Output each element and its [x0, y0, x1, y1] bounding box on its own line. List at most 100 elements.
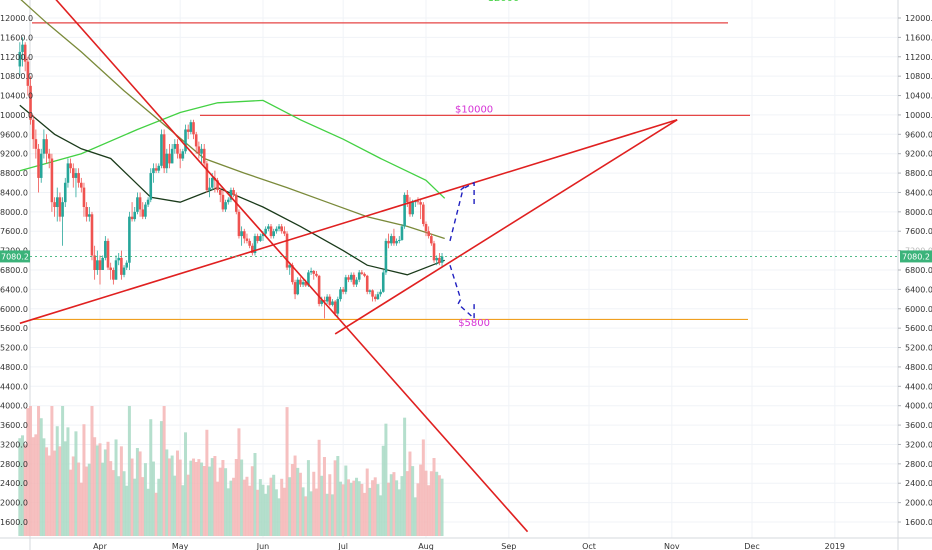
- left-price-tick-label: 2400.0: [0, 479, 28, 488]
- volume-bar: [159, 421, 163, 536]
- volume-bar: [23, 444, 27, 536]
- volume-bar: [146, 488, 150, 536]
- time-tick-label: Nov: [664, 542, 680, 550]
- volume-bar: [304, 496, 308, 536]
- price-tick-label: 1600.0: [905, 518, 932, 527]
- candle-body: [387, 240, 390, 244]
- candle-body: [168, 153, 171, 164]
- price-tick-label: 8400.0: [905, 188, 932, 197]
- candle-body: [96, 260, 99, 270]
- volume-bar: [181, 485, 185, 536]
- candle-body: [280, 226, 284, 232]
- price-tick-label: 4400.0: [905, 382, 932, 391]
- candle-body: [200, 148, 203, 154]
- volume-bar: [389, 474, 393, 536]
- volume-bar: [413, 497, 417, 536]
- volume-bar: [77, 462, 81, 536]
- candle-body: [323, 300, 326, 302]
- volume-bar: [250, 466, 254, 536]
- volume-bar: [365, 468, 369, 536]
- volume-bar: [429, 471, 433, 536]
- volume-bar: [21, 435, 25, 536]
- candle-body: [26, 61, 30, 86]
- volume-bar: [117, 476, 121, 536]
- candle-body: [419, 202, 422, 205]
- volume-bar: [213, 456, 217, 536]
- candle-body: [117, 257, 121, 261]
- candle-body: [144, 204, 147, 217]
- volume-bar: [101, 462, 105, 536]
- candle-body: [357, 272, 361, 280]
- candle-body: [427, 231, 430, 237]
- candle-body: [245, 238, 249, 241]
- price-tick-label: 12000.0: [905, 14, 932, 23]
- candle-body: [202, 148, 206, 164]
- candle-body: [152, 168, 155, 174]
- volume-bar: [133, 478, 137, 536]
- left-price-tick-label: 10400.0: [0, 92, 33, 101]
- price-tick-label: 2800.0: [905, 460, 932, 469]
- candle-body: [74, 173, 78, 178]
- volume-bar: [360, 483, 364, 536]
- volume-bar: [202, 466, 206, 536]
- moving-averages: [19, 0, 446, 276]
- volume-bar: [37, 406, 41, 536]
- left-price-tick-label: 8000.0: [0, 208, 28, 217]
- volume-bar: [379, 495, 383, 536]
- left-price-tick-label: 11600.0: [0, 33, 33, 42]
- volume-bar: [143, 463, 147, 536]
- candle-body: [365, 275, 369, 292]
- candle-body: [170, 148, 174, 164]
- candle-body: [114, 260, 118, 280]
- price-tick-label: 3600.0: [905, 421, 932, 430]
- volume-bar: [58, 446, 62, 536]
- candle-body: [194, 134, 198, 147]
- candle-body: [197, 146, 201, 154]
- volume-bar: [47, 455, 51, 536]
- candle-body: [31, 119, 35, 140]
- volume-bar: [435, 471, 439, 536]
- volume-bar: [347, 479, 351, 536]
- projection-path: [449, 264, 475, 321]
- volume-bar: [405, 471, 409, 536]
- volume-bar: [175, 450, 179, 536]
- candle-body: [69, 163, 72, 169]
- left-price-tick-label: 9200.0: [0, 150, 28, 159]
- left-price-tick-label: 11200.0: [0, 53, 33, 62]
- volume-bar: [269, 477, 273, 536]
- volume-bar: [258, 479, 262, 536]
- candle-body: [160, 134, 163, 166]
- candle-body: [355, 279, 358, 285]
- volume-bar: [245, 476, 249, 536]
- volume-bar: [45, 447, 49, 536]
- price-tick-label: 5200.0: [905, 344, 932, 353]
- candle-body: [336, 299, 340, 314]
- volume-bar: [312, 471, 316, 536]
- volume-bar: [376, 484, 380, 536]
- trendline: [19, 119, 678, 325]
- candle-body: [130, 216, 134, 220]
- volume-bar: [31, 437, 35, 536]
- candle-body: [189, 122, 193, 132]
- volume-bar: [333, 460, 337, 536]
- volume-bar: [384, 423, 388, 536]
- candle-body: [267, 226, 270, 229]
- trendlines: [19, 0, 678, 533]
- volume-bar: [85, 466, 89, 536]
- price-tick-label: 10000.0: [905, 111, 932, 120]
- candle-body: [440, 256, 444, 263]
- candle-body: [240, 231, 243, 237]
- price-tick-label: 9600.0: [905, 130, 932, 139]
- volume-bar: [224, 468, 228, 536]
- candle-body: [363, 273, 366, 276]
- candle-body: [109, 267, 112, 270]
- candle-body: [299, 279, 302, 285]
- volume-bar: [135, 448, 139, 536]
- volume-bar: [26, 408, 30, 536]
- volume-bar: [71, 456, 75, 536]
- candle-body: [178, 153, 182, 159]
- left-price-tick-label: 12000.0: [0, 14, 33, 23]
- candle-body: [136, 197, 139, 212]
- left-price-tick-label: 4400.0: [0, 382, 28, 391]
- price-tick-label: 11600.0: [905, 33, 932, 42]
